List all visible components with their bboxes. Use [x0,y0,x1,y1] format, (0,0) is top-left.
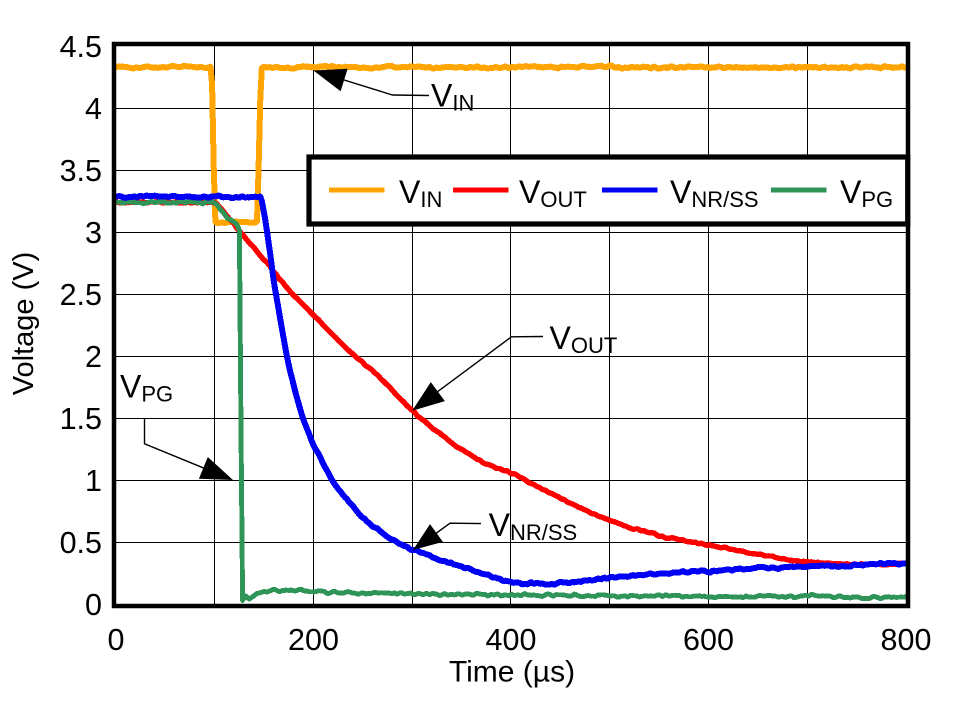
svg-text:2.5: 2.5 [60,278,102,312]
svg-text:4.5: 4.5 [60,30,102,64]
svg-text:1.5: 1.5 [60,402,102,436]
svg-text:Voltage (V): Voltage (V) [8,252,40,395]
svg-text:400: 400 [486,623,537,657]
svg-text:4: 4 [85,92,102,126]
svg-text:2: 2 [85,340,102,374]
svg-text:0: 0 [85,588,102,622]
svg-text:0.5: 0.5 [60,526,102,560]
svg-text:0: 0 [108,623,125,657]
svg-text:3.5: 3.5 [60,154,102,188]
svg-text:600: 600 [683,623,734,657]
svg-text:200: 200 [288,623,339,657]
svg-text:VOUT: VOUT [550,320,618,358]
svg-text:Time (µs): Time (µs) [449,656,575,689]
svg-text:1: 1 [85,464,102,498]
svg-text:3: 3 [85,216,102,250]
svg-text:800: 800 [881,623,932,657]
